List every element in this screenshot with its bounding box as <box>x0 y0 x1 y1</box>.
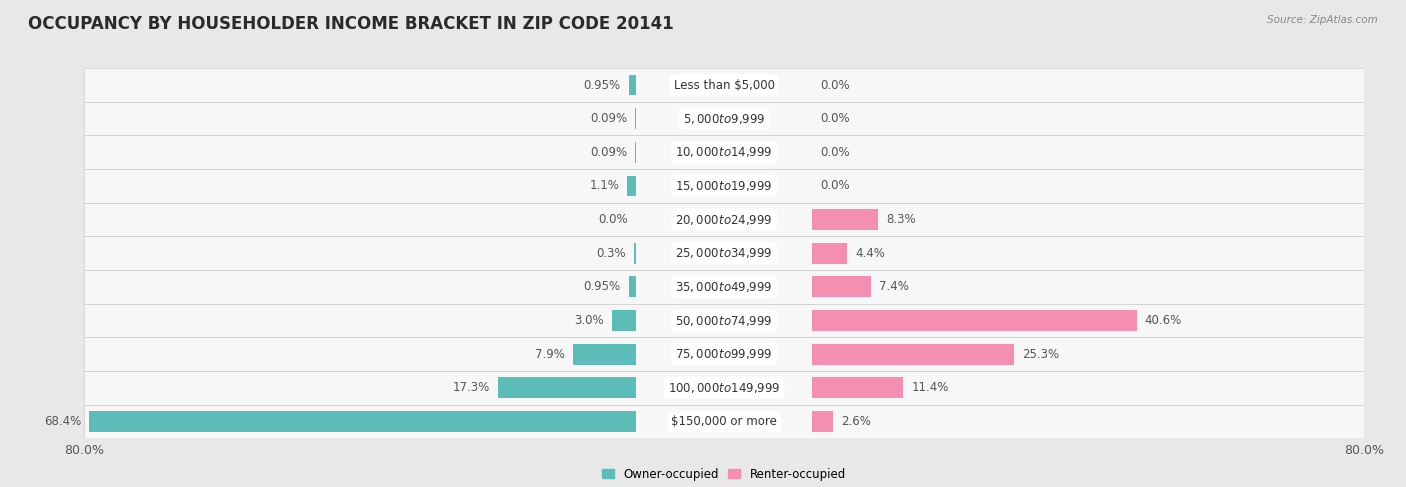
Bar <box>84 203 1364 236</box>
Text: 25.3%: 25.3% <box>1022 348 1060 361</box>
Text: 0.09%: 0.09% <box>591 112 627 125</box>
Bar <box>84 236 1364 270</box>
Bar <box>84 135 1364 169</box>
Text: $15,000 to $19,999: $15,000 to $19,999 <box>675 179 773 193</box>
Legend: Owner-occupied, Renter-occupied: Owner-occupied, Renter-occupied <box>602 468 846 481</box>
Text: 3.0%: 3.0% <box>575 314 605 327</box>
Text: $35,000 to $49,999: $35,000 to $49,999 <box>675 280 773 294</box>
Bar <box>84 304 1364 337</box>
Bar <box>84 102 1364 135</box>
Text: 0.95%: 0.95% <box>583 281 620 293</box>
Text: 0.0%: 0.0% <box>820 146 849 159</box>
Text: $150,000 or more: $150,000 or more <box>671 415 778 428</box>
Bar <box>84 169 1364 203</box>
Text: $20,000 to $24,999: $20,000 to $24,999 <box>675 213 773 226</box>
Bar <box>84 68 1364 102</box>
Text: 0.0%: 0.0% <box>820 78 849 92</box>
Text: 17.3%: 17.3% <box>453 381 489 394</box>
Bar <box>813 209 879 230</box>
Text: 68.4%: 68.4% <box>44 415 82 428</box>
Text: $100,000 to $149,999: $100,000 to $149,999 <box>668 381 780 395</box>
Text: 1.1%: 1.1% <box>589 179 619 192</box>
Bar <box>628 277 636 298</box>
Bar <box>612 310 636 331</box>
Text: 0.0%: 0.0% <box>820 112 849 125</box>
Text: 7.4%: 7.4% <box>879 281 910 293</box>
Bar <box>84 371 1364 405</box>
Bar <box>84 270 1364 304</box>
Text: 0.95%: 0.95% <box>583 78 620 92</box>
Text: Less than $5,000: Less than $5,000 <box>673 78 775 92</box>
Text: 8.3%: 8.3% <box>886 213 917 226</box>
Text: 0.0%: 0.0% <box>820 179 849 192</box>
Text: 40.6%: 40.6% <box>1144 314 1182 327</box>
Text: 0.0%: 0.0% <box>599 213 628 226</box>
Bar <box>84 405 1364 438</box>
Text: 0.09%: 0.09% <box>591 146 627 159</box>
Text: OCCUPANCY BY HOUSEHOLDER INCOME BRACKET IN ZIP CODE 20141: OCCUPANCY BY HOUSEHOLDER INCOME BRACKET … <box>28 15 673 33</box>
Text: $5,000 to $9,999: $5,000 to $9,999 <box>683 112 765 126</box>
Bar <box>813 344 1014 365</box>
Bar <box>498 377 636 398</box>
Text: 11.4%: 11.4% <box>911 381 949 394</box>
Text: 4.4%: 4.4% <box>855 247 886 260</box>
Bar <box>574 344 636 365</box>
Bar <box>813 310 1136 331</box>
Bar <box>813 243 848 263</box>
Text: $50,000 to $74,999: $50,000 to $74,999 <box>675 314 773 328</box>
Text: 7.9%: 7.9% <box>536 348 565 361</box>
Text: $75,000 to $99,999: $75,000 to $99,999 <box>675 347 773 361</box>
Bar <box>628 75 636 95</box>
Bar <box>813 277 872 298</box>
Bar <box>84 337 1364 371</box>
Text: $10,000 to $14,999: $10,000 to $14,999 <box>675 145 773 159</box>
Bar <box>89 411 636 432</box>
Bar <box>813 377 903 398</box>
Text: $25,000 to $34,999: $25,000 to $34,999 <box>675 246 773 260</box>
Bar <box>634 243 636 263</box>
Bar <box>813 411 832 432</box>
Text: 0.3%: 0.3% <box>596 247 626 260</box>
Text: Source: ZipAtlas.com: Source: ZipAtlas.com <box>1267 15 1378 25</box>
Bar <box>627 175 636 196</box>
Text: 2.6%: 2.6% <box>841 415 870 428</box>
